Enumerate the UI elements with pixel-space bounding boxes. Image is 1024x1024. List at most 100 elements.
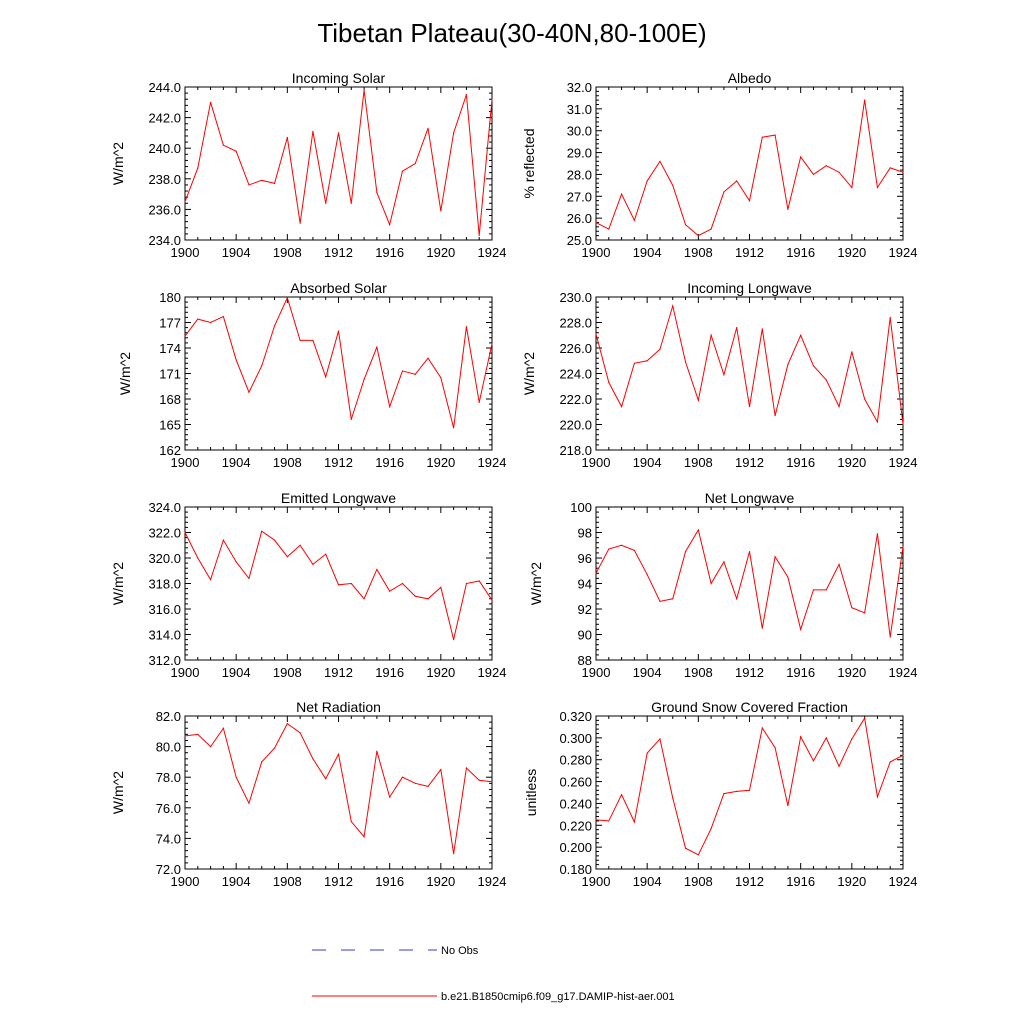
x-tick-label: 1920 xyxy=(837,245,866,260)
panel-ground-snow-covered-fraction: Ground Snow Covered Fraction 1900 1904 1908… xyxy=(523,699,917,889)
data-point xyxy=(401,776,404,778)
y-tick-label: 72.0 xyxy=(156,862,181,877)
y-tick-label: 240.0 xyxy=(148,141,181,156)
panel-title: Emitted Longwave xyxy=(281,490,396,506)
data-point xyxy=(851,738,853,740)
data-point xyxy=(440,377,442,379)
y-tick-label: 316.0 xyxy=(148,602,181,617)
data-point xyxy=(812,760,815,762)
data-point xyxy=(363,89,365,91)
panel-net-longwave: Net Longwave 1900 1904 1908 1912 1916 1920 1924… xyxy=(528,490,917,680)
plot-frame xyxy=(595,86,904,241)
data-point xyxy=(299,222,301,224)
panel-title: Net Radiation xyxy=(296,699,381,715)
data-point xyxy=(825,379,827,381)
data-point xyxy=(491,343,493,345)
y-axis-label: W/m^2 xyxy=(117,352,133,395)
x-tick-label: 1904 xyxy=(222,245,251,260)
series-line-incoming-solar xyxy=(184,89,493,236)
data-point xyxy=(197,318,199,320)
panel-title: Net Longwave xyxy=(705,490,795,506)
y-tick-label: 165 xyxy=(159,418,181,433)
data-point xyxy=(659,738,661,740)
x-tick-label: 1912 xyxy=(735,245,764,260)
panel-title: Ground Snow Covered Fraction xyxy=(651,699,848,715)
x-tick-label: 1912 xyxy=(735,455,764,470)
data-point xyxy=(633,549,635,551)
panel-title: Incoming Longwave xyxy=(687,280,812,296)
data-point xyxy=(710,228,712,230)
data-point xyxy=(825,737,827,739)
panel-albedo: Albedo 1900 1904 1908 1912 1916 1920 1924 25.0 26… xyxy=(521,70,917,260)
x-tick-label: 1916 xyxy=(375,455,404,470)
x-tick-label: 1912 xyxy=(324,665,353,680)
y-tick-label: 162 xyxy=(159,443,181,458)
data-point xyxy=(889,636,891,638)
data-point xyxy=(825,589,827,591)
data-point xyxy=(774,556,776,558)
x-tick-label: 1904 xyxy=(222,665,251,680)
data-point xyxy=(838,406,840,408)
plot-frame xyxy=(595,506,904,661)
y-axis-label: W/m^2 xyxy=(110,142,126,185)
data-point xyxy=(222,539,224,541)
y-tick-label: 314.0 xyxy=(148,628,181,643)
x-tick-label: 1904 xyxy=(633,665,662,680)
y-tick-label: 88 xyxy=(578,653,592,668)
x-tick-label: 1900 xyxy=(171,874,200,889)
data-point xyxy=(414,373,416,375)
data-point xyxy=(248,391,250,393)
data-point xyxy=(465,582,468,585)
data-point xyxy=(838,171,840,173)
x-tick-label: 1904 xyxy=(633,455,662,470)
data-point xyxy=(325,553,327,555)
x-tick-label: 1900 xyxy=(582,245,611,260)
data-point xyxy=(595,221,597,224)
data-point xyxy=(299,339,301,341)
figure-title: Tibetan Plateau(30-40N,80-100E) xyxy=(317,18,706,48)
data-point xyxy=(748,789,751,791)
data-point xyxy=(787,363,789,366)
data-point xyxy=(235,150,237,152)
data-point xyxy=(427,598,429,600)
data-point xyxy=(440,210,442,212)
x-tick-label: 1900 xyxy=(171,455,200,470)
y-tick-label: 90 xyxy=(578,628,592,643)
x-tick-label: 1908 xyxy=(684,874,713,889)
data-point xyxy=(222,144,224,146)
y-tick-label: 26.0 xyxy=(567,211,592,226)
data-point xyxy=(414,595,416,597)
panel-title: Albedo xyxy=(728,70,772,86)
data-point xyxy=(659,348,661,350)
data-point xyxy=(697,399,699,401)
x-tick-label: 1924 xyxy=(889,245,918,260)
data-point xyxy=(401,370,404,372)
data-point xyxy=(710,827,712,830)
data-point xyxy=(184,531,186,534)
data-point xyxy=(838,765,840,767)
y-tick-label: 0.240 xyxy=(559,796,592,811)
y-tick-label: 171 xyxy=(159,367,181,382)
data-point xyxy=(902,754,904,756)
data-point xyxy=(672,184,674,186)
data-point xyxy=(787,208,789,210)
y-tick-label: 32.0 xyxy=(567,80,592,95)
plot-frame xyxy=(184,715,493,870)
data-point xyxy=(736,327,738,329)
y-tick-label: 76.0 xyxy=(156,801,181,816)
data-point xyxy=(736,790,738,793)
data-point xyxy=(273,747,276,749)
data-point xyxy=(184,201,186,203)
series-line-absorbed-solar xyxy=(184,296,493,429)
data-point xyxy=(389,796,391,798)
data-point xyxy=(209,579,212,581)
panel-title: Incoming Solar xyxy=(292,70,386,86)
y-tick-label: 94 xyxy=(578,577,592,592)
data-point xyxy=(389,406,391,408)
data-point xyxy=(812,365,815,367)
data-point xyxy=(736,598,738,600)
x-tick-label: 1924 xyxy=(478,665,507,680)
data-point xyxy=(736,180,738,182)
data-point xyxy=(761,136,763,138)
data-point xyxy=(337,753,340,755)
